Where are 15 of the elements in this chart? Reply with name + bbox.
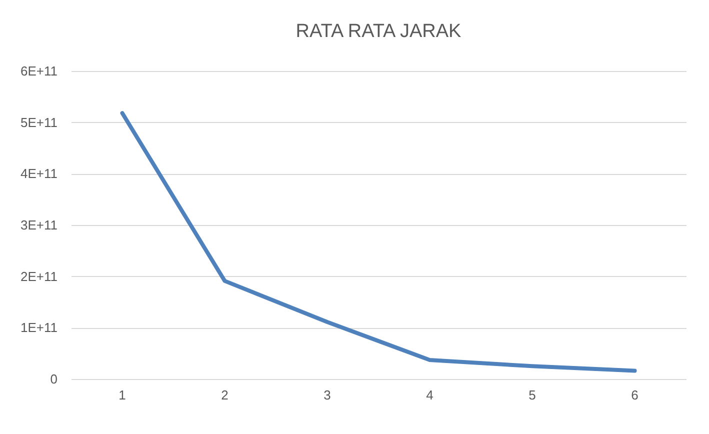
line-series [120, 111, 637, 373]
x-tick-label: 4 [426, 388, 434, 402]
y-tick-label: 4E+11 [20, 166, 58, 182]
y-tick-label: 3E+11 [20, 218, 58, 232]
y-tick-label: 1E+11 [20, 320, 58, 336]
x-tick-label: 6 [631, 388, 638, 402]
y-tick-label: 5E+11 [20, 114, 58, 130]
x-tick-label: 1 [118, 388, 126, 402]
y-tick-label: 0 [50, 372, 58, 386]
y-tick-label: 6E+11 [20, 64, 58, 78]
y-tick-label: 2E+11 [20, 268, 58, 284]
x-tick-label: 3 [324, 388, 331, 402]
chart-title: RATA RATA JARAK [296, 21, 462, 42]
x-tick-label: 2 [221, 388, 228, 402]
x-tick-label: 5 [528, 388, 536, 402]
